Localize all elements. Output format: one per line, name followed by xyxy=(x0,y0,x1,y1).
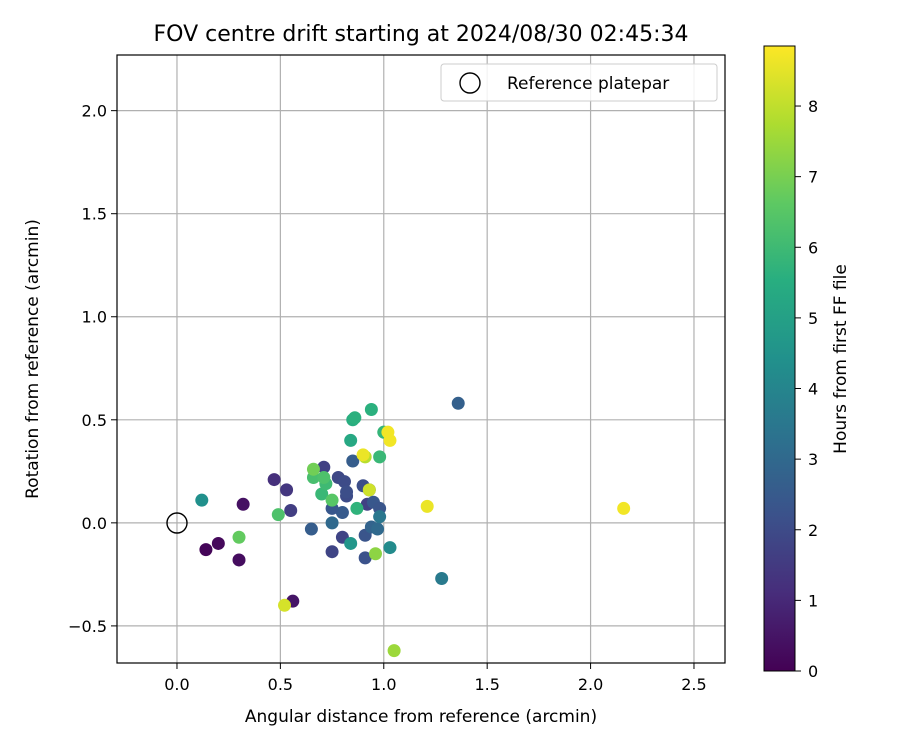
data-point xyxy=(617,501,631,515)
data-point xyxy=(383,433,397,447)
data-point xyxy=(306,462,320,476)
y-tick-label: 0.5 xyxy=(82,411,107,430)
data-point xyxy=(315,487,329,501)
colorbar-tick-label: 7 xyxy=(808,168,818,187)
y-tick-label: 1.5 xyxy=(82,205,107,224)
colorbar-tick-label: 1 xyxy=(808,591,818,610)
data-point xyxy=(344,536,358,550)
data-points xyxy=(195,396,631,658)
colorbar-tick-label: 8 xyxy=(808,97,818,116)
data-point xyxy=(232,530,246,544)
colorbar-ticks: 0 1 2 3 4 5 6 7 8 xyxy=(795,97,818,681)
plot-frame xyxy=(116,54,726,664)
legend-box xyxy=(440,63,718,102)
data-point xyxy=(337,475,351,489)
data-point xyxy=(451,396,465,410)
data-point xyxy=(358,551,372,565)
data-point xyxy=(271,508,285,522)
x-tick-label: 2.0 xyxy=(578,675,603,694)
data-point xyxy=(383,541,397,555)
data-point xyxy=(373,450,387,464)
reference-platepar-marker xyxy=(166,512,188,534)
chart-title: FOV centre drift starting at 2024/08/30 … xyxy=(154,22,689,47)
colorbar-tick-label: 3 xyxy=(808,450,818,469)
data-point xyxy=(325,493,339,507)
legend-reference-marker xyxy=(459,72,481,94)
x-tick-label: 1.0 xyxy=(371,675,396,694)
legend: Reference platepar xyxy=(440,63,718,102)
x-axis-ticks: 0.0 0.5 1.0 1.5 2.0 2.5 xyxy=(164,663,707,694)
data-point xyxy=(325,545,339,559)
data-point xyxy=(195,493,209,507)
data-point xyxy=(420,499,434,513)
y-tick-label: 1.0 xyxy=(82,308,107,327)
y-tick-label: 0.0 xyxy=(82,514,107,533)
data-point xyxy=(362,483,376,497)
data-point xyxy=(348,411,362,425)
colorbar-tick-label: 2 xyxy=(808,521,818,540)
data-point xyxy=(267,473,281,487)
data-point xyxy=(325,516,339,530)
data-point xyxy=(435,571,449,585)
data-point xyxy=(346,454,360,468)
data-point xyxy=(344,433,358,447)
colorbar-tick-label: 0 xyxy=(808,662,818,681)
colorbar-tick-label: 6 xyxy=(808,238,818,257)
y-axis-ticks: −0.5 0.0 0.5 1.0 1.5 2.0 xyxy=(68,102,117,636)
colorbar-label: Hours from first FF file xyxy=(831,264,851,454)
data-point xyxy=(232,553,246,567)
x-tick-label: 0.0 xyxy=(164,675,189,694)
data-point xyxy=(284,503,298,517)
y-axis-label: Rotation from reference (arcmin) xyxy=(23,219,43,499)
colorbar xyxy=(763,45,796,672)
x-tick-label: 2.5 xyxy=(681,675,706,694)
data-point xyxy=(350,501,364,515)
legend-entry-reference-platepar: Reference platepar xyxy=(507,74,669,94)
data-point xyxy=(387,644,401,658)
data-point xyxy=(373,510,387,524)
grid xyxy=(117,55,725,663)
data-point xyxy=(371,522,385,536)
data-point xyxy=(236,497,250,511)
data-point xyxy=(364,402,378,416)
data-point xyxy=(317,460,331,474)
x-axis-label: Angular distance from reference (arcmin) xyxy=(245,707,597,727)
data-point xyxy=(340,485,354,499)
data-point xyxy=(317,471,331,485)
colorbar-tick-label: 5 xyxy=(808,309,818,328)
data-point xyxy=(356,448,370,462)
data-point xyxy=(278,598,292,612)
x-tick-label: 0.5 xyxy=(268,675,293,694)
data-point xyxy=(280,483,294,497)
data-point xyxy=(369,547,383,561)
data-point xyxy=(199,543,213,557)
y-tick-label: −0.5 xyxy=(68,617,107,636)
y-tick-label: 2.0 xyxy=(82,102,107,121)
data-point xyxy=(335,506,349,520)
colorbar-tick-label: 4 xyxy=(808,380,818,399)
x-tick-label: 1.5 xyxy=(474,675,499,694)
data-point xyxy=(211,536,225,550)
data-point xyxy=(304,522,318,536)
